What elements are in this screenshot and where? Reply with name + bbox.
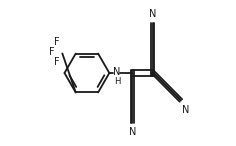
Text: N: N [181,105,189,115]
Text: F: F [54,37,60,47]
Text: F: F [49,47,55,57]
Text: N: N [149,9,156,19]
Text: N: N [129,127,136,137]
Text: N: N [113,67,120,77]
Text: F: F [54,57,60,67]
Text: H: H [114,77,120,86]
